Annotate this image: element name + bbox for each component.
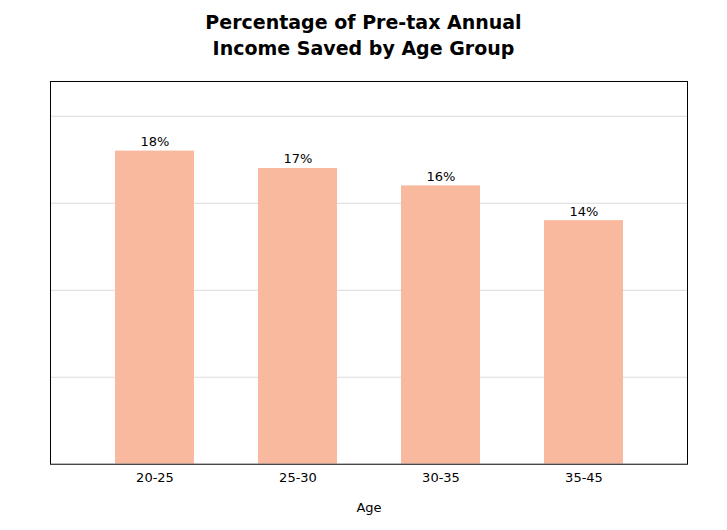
svg-text:16%: 16% bbox=[427, 169, 456, 184]
svg-text:18%: 18% bbox=[141, 134, 170, 149]
svg-text:Age: Age bbox=[356, 501, 381, 516]
svg-text:14%: 14% bbox=[570, 204, 599, 219]
svg-text:20-25: 20-25 bbox=[136, 471, 174, 486]
html-text:Percentage of Pre-tax Annual I: Percentage of Pre-tax Annual Income Save… bbox=[205, 11, 522, 59]
svg-text:35-45: 35-45 bbox=[565, 471, 603, 486]
svg-text:25-30: 25-30 bbox=[279, 471, 317, 486]
svg-text:17%: 17% bbox=[284, 152, 313, 167]
svg-text:30-35: 30-35 bbox=[422, 471, 460, 486]
